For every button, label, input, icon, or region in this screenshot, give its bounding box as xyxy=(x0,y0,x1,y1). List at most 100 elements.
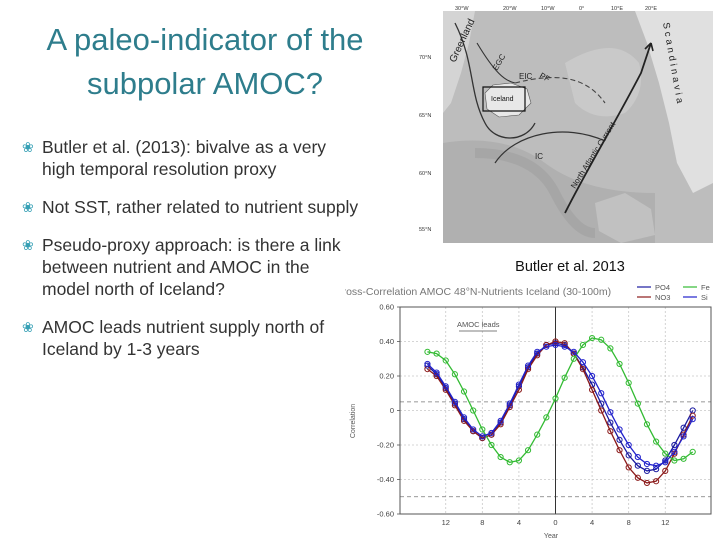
map-lon-label: 0° xyxy=(579,6,584,12)
data-point-fe xyxy=(598,336,605,343)
data-point-si xyxy=(497,417,504,424)
map-lon-label: 20°W xyxy=(503,6,517,12)
legend-label-si: Si xyxy=(701,293,708,302)
data-point-si xyxy=(634,453,641,461)
data-point-no3 xyxy=(607,428,614,435)
map-ridge xyxy=(474,148,596,238)
data-point-si xyxy=(625,441,632,449)
data-point-fe xyxy=(671,457,678,464)
y-tick-label: -0.20 xyxy=(377,441,394,450)
map-label-eic: EIC xyxy=(519,72,533,81)
data-point-fe xyxy=(607,345,614,352)
bullet-text: Not SST, rather related to nutrient supp… xyxy=(42,197,359,217)
data-point-si xyxy=(451,398,458,405)
ic-current-line xyxy=(494,131,606,164)
data-point-no3 xyxy=(479,435,486,442)
data-point-fe xyxy=(442,357,449,364)
data-point-si xyxy=(579,359,587,366)
map-lat-label: 65°N xyxy=(419,113,431,119)
data-point-si xyxy=(470,426,477,433)
data-point-fe xyxy=(534,431,541,438)
data-point-fe xyxy=(643,421,651,428)
ocean-map: 30°W 20°W 10°W 0° 10°E 20°E 70°N 65°N 60… xyxy=(415,3,717,249)
y-tick-label: -0.40 xyxy=(377,475,394,484)
map-lon-label: 20°E xyxy=(645,6,657,12)
chart-title: Cross-Correlation AMOC 48°N-Nutrients Ic… xyxy=(345,286,611,298)
legend-label-fe: Fe xyxy=(701,283,710,292)
data-point-fe xyxy=(479,426,486,433)
map-lat-label: 70°N xyxy=(419,55,431,61)
map-caption: Butler et al. 2013 xyxy=(515,259,625,275)
data-point-fe xyxy=(625,379,632,387)
data-point-fe xyxy=(616,360,623,368)
map-label-pf: PF xyxy=(538,71,551,84)
greenland-landmass xyxy=(443,11,475,113)
data-point-po4 xyxy=(634,462,641,469)
data-point-si xyxy=(607,409,614,416)
data-point-po4 xyxy=(662,457,669,464)
data-point-no3 xyxy=(662,467,669,474)
data-point-si xyxy=(515,381,523,388)
eic-current-line xyxy=(476,42,516,84)
data-point-po4 xyxy=(643,467,651,474)
data-point-fe xyxy=(488,441,495,449)
data-point-no3 xyxy=(689,412,696,419)
data-point-si xyxy=(588,372,596,380)
data-point-si xyxy=(488,429,495,437)
data-point-no3 xyxy=(634,474,641,481)
data-point-po4 xyxy=(653,466,660,473)
y-tick-label: 0.20 xyxy=(379,372,394,381)
y-tick-label: 0 xyxy=(390,406,394,415)
x-axis-label: Year xyxy=(544,533,559,540)
x-tick-label: 4 xyxy=(590,518,594,527)
y-tick-label: -0.60 xyxy=(377,510,394,519)
bullet-text: Butler et al. (2013): bivalve as a very … xyxy=(42,137,327,179)
data-point-si xyxy=(460,414,468,421)
data-point-fe xyxy=(653,438,660,445)
iceland-landmass xyxy=(484,82,532,118)
data-point-si xyxy=(479,433,486,440)
data-point-si xyxy=(534,348,541,355)
data-point-si xyxy=(570,348,577,355)
data-point-fe xyxy=(552,395,559,402)
data-point-si xyxy=(543,343,550,350)
bullet-list: ❀ Butler et al. (2013): bivalve as a very… xyxy=(22,136,362,376)
polar-front-line xyxy=(514,76,606,104)
bullet-marker-icon: ❀ xyxy=(22,139,34,155)
y-tick-label: 0.60 xyxy=(379,303,394,312)
bullet-item: ❀ AMOC leads nutrient supply north of Ice… xyxy=(22,316,362,360)
data-point-fe xyxy=(433,350,440,357)
y-tick-label: 0.40 xyxy=(379,337,394,346)
data-point-no3 xyxy=(561,340,568,347)
map-shelf xyxy=(565,48,642,117)
data-point-si xyxy=(662,459,669,466)
data-point-fe xyxy=(497,453,504,461)
data-point-fe xyxy=(662,450,669,457)
study-region-box xyxy=(482,86,526,112)
data-point-fe xyxy=(689,448,696,455)
x-tick-label: 4 xyxy=(517,518,521,527)
data-point-si xyxy=(643,460,651,468)
data-point-si xyxy=(442,383,449,390)
data-point-si xyxy=(424,360,431,368)
bullet-marker-icon: ❀ xyxy=(22,237,34,253)
data-point-si xyxy=(433,369,440,376)
data-point-no3 xyxy=(588,386,596,393)
x-tick-label: 0 xyxy=(553,518,557,527)
axis-ticks: 12 8 4 0 4 8 12 0.60 0.40 0.20 0 -0.20 -0.40 -0.60 xyxy=(377,303,670,528)
data-point-fe xyxy=(634,400,641,407)
data-point-fe xyxy=(543,414,550,421)
series-group xyxy=(424,334,696,487)
data-point-no3 xyxy=(579,366,587,373)
data-point-si xyxy=(653,462,660,469)
map-lon-label: 30°W xyxy=(455,6,469,12)
data-point-fe xyxy=(570,355,577,362)
data-point-fe xyxy=(451,371,458,378)
bullet-marker-icon: ❀ xyxy=(22,199,34,215)
data-point-fe xyxy=(588,334,596,342)
chart-annotation: AMOC leads xyxy=(457,320,500,329)
bullet-text: AMOC leads nutrient supply north of Icel… xyxy=(42,317,325,359)
bullet-marker-icon: ❀ xyxy=(22,319,34,335)
data-point-fe xyxy=(524,447,532,454)
data-point-si xyxy=(680,433,687,440)
